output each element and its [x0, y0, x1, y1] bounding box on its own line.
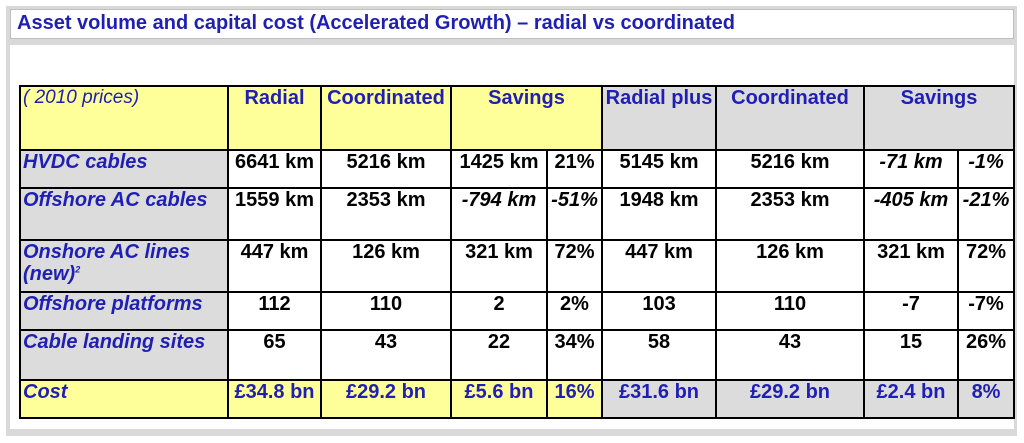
cell-rplus: 447 km — [601, 239, 718, 293]
col-header-savings: Savings — [449, 85, 604, 151]
cell-rplus: 5145 km — [601, 149, 718, 189]
cell-sav: 22 — [450, 329, 548, 381]
cell-pct: 21% — [545, 149, 604, 189]
cell-pct: 2% — [545, 291, 604, 331]
cell-pct: 16% — [545, 379, 604, 419]
cell-pct2: 26% — [957, 329, 1016, 381]
col-header-coordinated: Coordinated — [320, 85, 452, 151]
col-header-savings-2: Savings — [863, 85, 1016, 151]
table-row: Onshore AC lines (new)2 447 km 126 km 321 k… — [19, 239, 1016, 293]
cell-sav: -794 km — [450, 187, 548, 241]
cell-sav2: £2.4 bn — [863, 379, 960, 419]
col-header-coordinated-2: Coordinated — [715, 85, 866, 151]
table-row: Offshore AC cables 1559 km 2353 km -794 km -… — [19, 187, 1016, 241]
col-header-radial: Radial — [227, 85, 322, 151]
cell-radial: 112 — [227, 291, 322, 331]
cell-pct2: 8% — [957, 379, 1016, 419]
cell-pct: 72% — [545, 239, 604, 293]
table-row: Cable landing sites 65 43 22 34% 58 43 15 26% — [19, 329, 1016, 381]
cell-pct2: -1% — [957, 149, 1016, 189]
cell-sav: 321 km — [450, 239, 548, 293]
cell-pct2: -7% — [957, 291, 1016, 331]
row-label: Cost — [19, 379, 229, 419]
cell-pct: -51% — [545, 187, 604, 241]
cell-coord2: 2353 km — [715, 187, 866, 241]
cell-coord2: 110 — [715, 291, 866, 331]
row-label: Onshore AC lines (new)2 — [19, 239, 229, 293]
table-row: Offshore platforms 112 110 2 2% 103 110 -7 -7% — [19, 291, 1016, 331]
col-header-radial-plus: Radial plus — [601, 85, 718, 151]
table-row: HVDC cables 6641 km 5216 km 1425 km 21% 5145 … — [19, 149, 1016, 189]
cell-coord: 126 km — [320, 239, 452, 293]
cell-sav2: -7 — [863, 291, 960, 331]
cell-sav: 1425 km — [450, 149, 548, 189]
cell-rplus: 103 — [601, 291, 718, 331]
cell-rplus: £31.6 bn — [601, 379, 718, 419]
cell-pct2: 72% — [957, 239, 1016, 293]
cell-coord: 2353 km — [320, 187, 452, 241]
prices-note: ( 2010 prices) — [19, 85, 229, 151]
row-label: HVDC cables — [19, 149, 229, 189]
header-row: ( 2010 prices) Radial Coordinated Saving… — [19, 85, 1016, 151]
cell-coord2: 126 km — [715, 239, 866, 293]
cell-radial: £34.8 bn — [227, 379, 322, 419]
cell-radial: 65 — [227, 329, 322, 381]
cell-sav: £5.6 bn — [450, 379, 548, 419]
cell-sav: 2 — [450, 291, 548, 331]
cell-coord: £29.2 bn — [320, 379, 452, 419]
cell-pct: 34% — [545, 329, 604, 381]
cell-coord: 110 — [320, 291, 452, 331]
cell-sav2: 321 km — [863, 239, 960, 293]
cell-sav2: 15 — [863, 329, 960, 381]
row-label: Cable landing sites — [19, 329, 229, 381]
cell-radial: 1559 km — [227, 187, 322, 241]
page-title: Asset volume and capital cost (Accelerat… — [17, 12, 735, 34]
cell-coord2: 43 — [715, 329, 866, 381]
cell-rplus: 58 — [601, 329, 718, 381]
row-label: Offshore AC cables — [19, 187, 229, 241]
cell-rplus: 1948 km — [601, 187, 718, 241]
cell-sav2: -405 km — [863, 187, 960, 241]
cell-coord2: £29.2 bn — [715, 379, 866, 419]
cell-radial: 6641 km — [227, 149, 322, 189]
row-label: Offshore platforms — [19, 291, 229, 331]
cell-coord: 43 — [320, 329, 452, 381]
title-bar: Asset volume and capital cost (Accelerat… — [10, 9, 1014, 39]
cell-coord2: 5216 km — [715, 149, 866, 189]
cell-coord: 5216 km — [320, 149, 452, 189]
asset-cost-table: ( 2010 prices) Radial Coordinated Saving… — [19, 85, 1016, 419]
table-row: Cost £34.8 bn £29.2 bn £5.6 bn 16% £31.6 bn £2… — [19, 379, 1016, 419]
cell-radial: 447 km — [227, 239, 322, 293]
cell-pct2: -21% — [957, 187, 1016, 241]
table-panel: ( 2010 prices) Radial Coordinated Saving… — [10, 45, 1016, 429]
cell-sav2: -71 km — [863, 149, 960, 189]
